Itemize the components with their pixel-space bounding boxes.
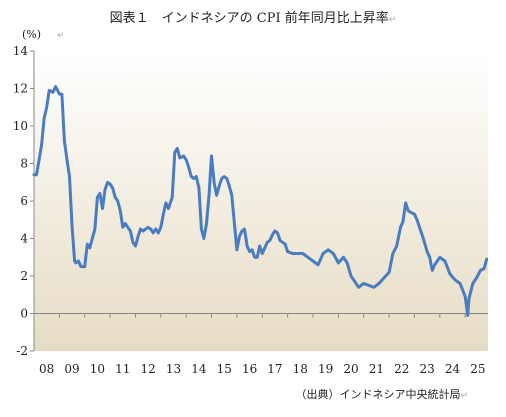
x-tick-label: 08 — [39, 362, 54, 376]
x-tick-label: 22 — [394, 362, 409, 376]
source-note: （出典）インドネシア中央統計局↵ — [295, 387, 468, 401]
x-tick-label: 12 — [140, 362, 155, 376]
y-tick-label: 14 — [13, 44, 29, 58]
unit-return-mark: ↵ — [57, 31, 65, 41]
x-tick-label: 16 — [242, 362, 257, 376]
y-tick-label: 0 — [20, 307, 28, 321]
y-axis-ticks: -2 0 2 4 6 8 10 12 14 — [13, 44, 34, 358]
x-tick-label: 23 — [419, 362, 434, 376]
x-tick-label: 10 — [90, 362, 105, 376]
plot-area — [34, 51, 488, 351]
y-tick-label: 12 — [13, 82, 28, 96]
y-unit-label: (%) ↵ — [22, 28, 65, 41]
x-tick-label: 25 — [470, 362, 485, 376]
cpi-yoy-series-line — [32, 85, 489, 317]
x-tick-label: 15 — [217, 362, 232, 376]
x-tick-label: 18 — [293, 362, 308, 376]
x-tick-label: 13 — [166, 362, 181, 376]
y-tick-label: 10 — [13, 119, 28, 133]
series-group — [32, 85, 489, 317]
x-tick-label: 09 — [64, 362, 79, 376]
y-tick-label: 6 — [20, 194, 28, 208]
x-tick-label: 20 — [343, 362, 358, 376]
source-return-mark: ↵ — [460, 391, 468, 401]
title-return-mark: ↵ — [389, 15, 397, 25]
x-tick-label: 21 — [369, 362, 384, 376]
y-tick-label: 2 — [20, 269, 28, 283]
y-tick-label: 8 — [20, 157, 28, 171]
y-tick-label: -2 — [16, 344, 28, 358]
chart-title: 図表１ インドネシアの CPI 前年同月比上昇率↵ — [110, 10, 397, 26]
x-tick-label: 14 — [191, 362, 207, 376]
x-tick-label: 11 — [115, 362, 130, 376]
x-tick-label: 19 — [318, 362, 333, 376]
x-axis-ticks: 08 09 10 11 12 13 14 15 16 17 18 19 20 21 22 23 24 25 — [33, 313, 485, 376]
x-tick-label: 17 — [267, 362, 282, 376]
y-tick-label: 4 — [20, 232, 28, 246]
x-tick-label: 24 — [445, 362, 461, 376]
